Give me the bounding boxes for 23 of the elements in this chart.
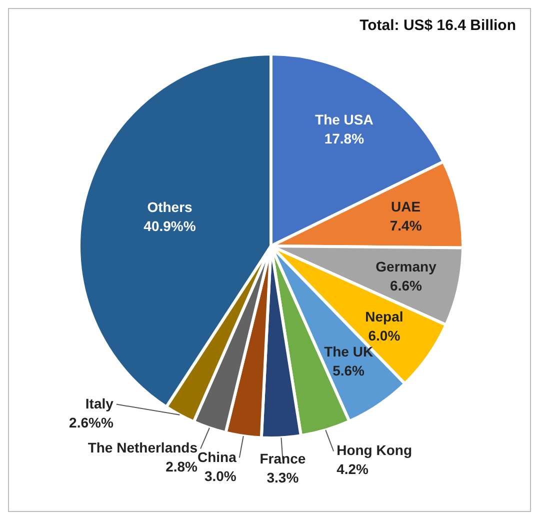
data-label: 5.6% (332, 362, 366, 378)
text: Total: US$ 16.4 Billion (360, 17, 516, 34)
slice-label: The UK (324, 343, 374, 360)
slice-label: UAE (391, 198, 421, 214)
data-label: 2.6%% (69, 414, 114, 430)
data-label: 40.9%% (144, 218, 196, 234)
data-label: 7.4% (390, 217, 422, 234)
data-label: 6.0% (368, 327, 401, 344)
data-label: 2.8% (166, 458, 198, 475)
data-label: 3.3% (266, 470, 300, 486)
slice-label: China (197, 448, 237, 465)
data-label: 4.2% (336, 461, 370, 478)
data-label: 17.8% (324, 130, 365, 147)
slice-label: France (260, 450, 306, 467)
slice-label: The USA (315, 112, 374, 128)
slice-label: The Netherlands (88, 440, 198, 456)
slice-label: Italy (85, 395, 114, 412)
slice-label: Germany (376, 258, 437, 275)
data-label: 3.0% (204, 468, 237, 484)
slice-label: Others (147, 198, 193, 215)
data-label: 6.6% (390, 278, 423, 294)
slice-label: Hong Kong (336, 442, 412, 458)
slice-label: Nepal (365, 308, 404, 324)
